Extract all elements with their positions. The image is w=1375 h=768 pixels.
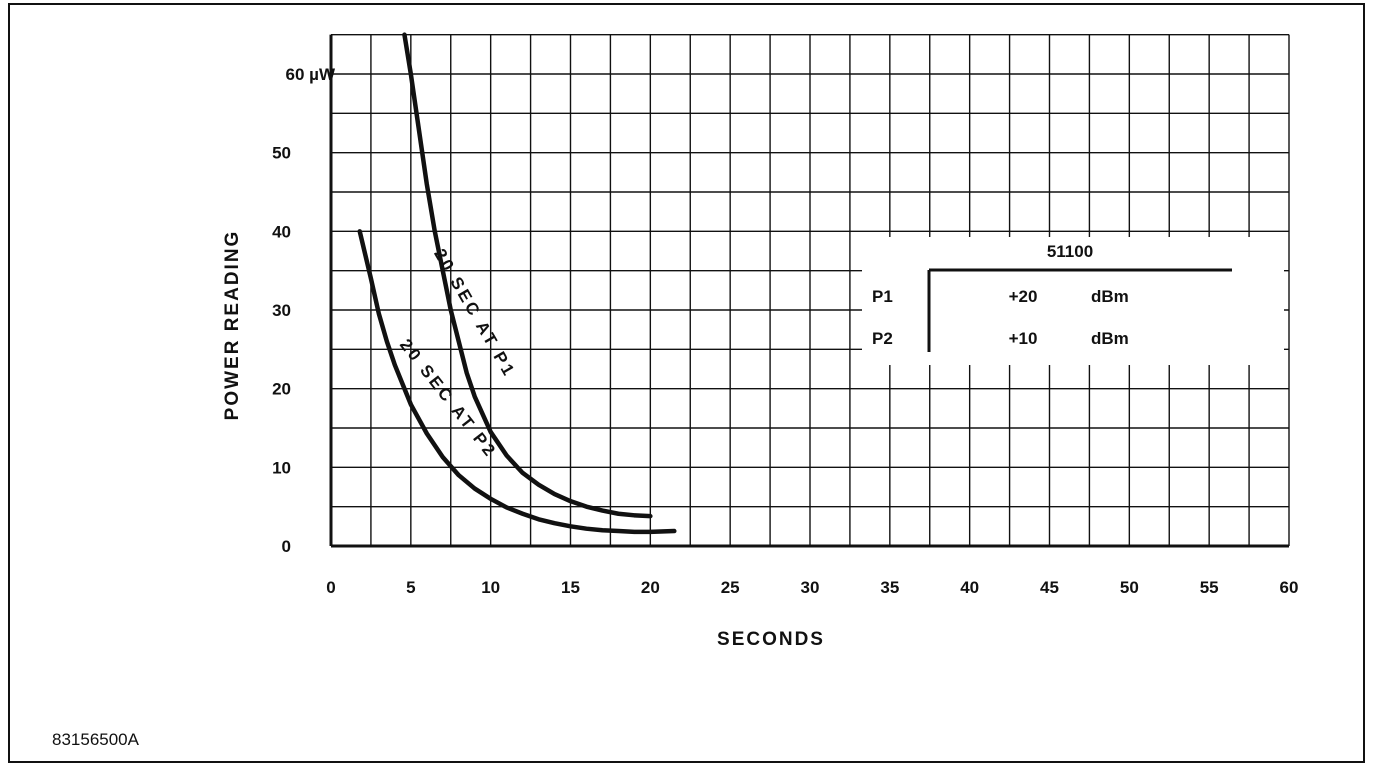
x-tick-label: 55	[1200, 578, 1219, 597]
x-tick-label: 45	[1040, 578, 1059, 597]
y-tick-label: 10	[272, 458, 291, 477]
y-tick-label: 40	[272, 222, 291, 241]
y-tick-label: 60 µW	[286, 65, 336, 84]
figure-id: 83156500A	[52, 730, 139, 749]
x-tick-label: 25	[721, 578, 740, 597]
legend-row-p1-value: +20	[1009, 287, 1038, 306]
y-tick-labels: 0 10 20 30 40 50 60 µW	[272, 65, 336, 556]
x-tick-labels: 0 5 10 15 20 25 30 35 40 45 50 55 60	[326, 578, 1298, 597]
x-tick-label: 60	[1280, 578, 1299, 597]
legend-row-p2-value: +10	[1009, 329, 1038, 348]
y-tick-label: 0	[282, 537, 291, 556]
curve-line-2	[357, 229, 677, 535]
legend-row-p1-unit: dBm	[1091, 287, 1129, 306]
x-tick-label: 10	[481, 578, 500, 597]
x-tick-label: 50	[1120, 578, 1139, 597]
x-tick-label: 30	[801, 578, 820, 597]
y-tick-label: 30	[272, 301, 291, 320]
curve-label-1: 20 SEC AT P1	[430, 245, 519, 381]
legend-header: 51100	[1047, 242, 1093, 261]
x-tick-label: 5	[406, 578, 415, 597]
legend-background	[862, 237, 1284, 365]
legend-row-p1-label: P1	[872, 287, 893, 306]
figure-frame	[8, 3, 1365, 763]
legend-table: 51100 P1 +20 dBm P2 +10 dBm	[862, 237, 1284, 365]
x-axis-label: SECONDS	[717, 629, 825, 650]
x-tick-label: 20	[641, 578, 660, 597]
chart-axes	[329, 34, 1289, 548]
curve-label-2: 20 SEC AT P2	[396, 335, 501, 461]
x-tick-label: 35	[880, 578, 899, 597]
y-tick-label: 20	[272, 380, 291, 399]
curve-line-1	[402, 32, 653, 519]
legend-row-p2-label: P2	[872, 329, 893, 348]
x-tick-label: 0	[326, 578, 335, 597]
y-axis-label: POWER READING	[222, 230, 243, 421]
x-tick-label: 40	[960, 578, 979, 597]
y-tick-label: 50	[272, 144, 291, 163]
x-tick-label: 15	[561, 578, 580, 597]
legend-row-p2-unit: dBm	[1091, 329, 1129, 348]
